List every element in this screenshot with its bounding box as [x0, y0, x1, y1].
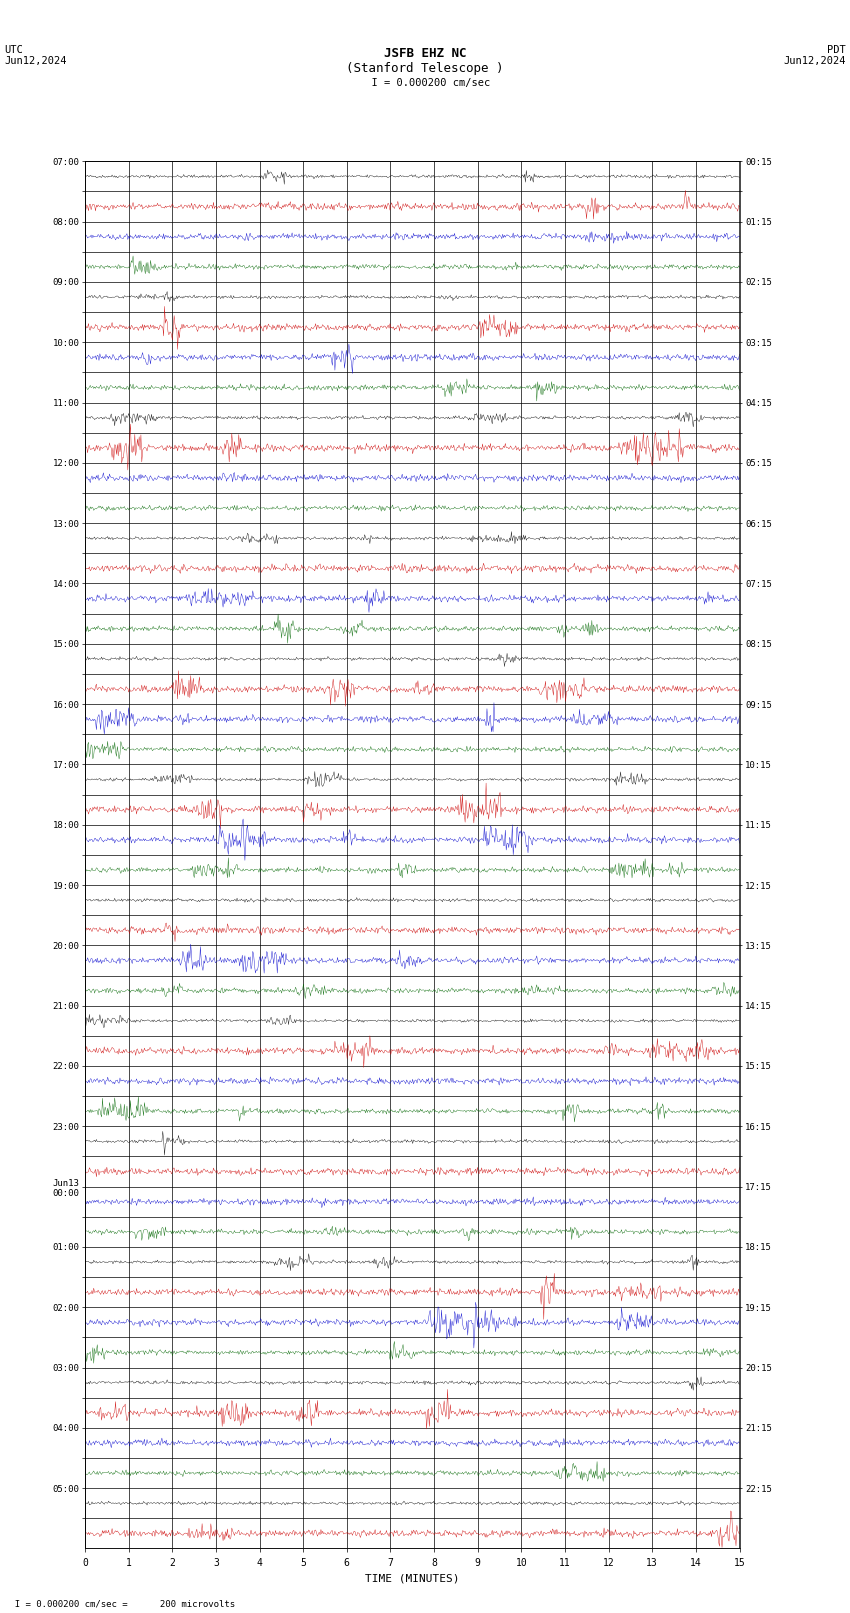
Text: JSFB EHZ NC: JSFB EHZ NC: [383, 47, 467, 60]
Text: (Stanford Telescope ): (Stanford Telescope ): [346, 61, 504, 76]
Text: Jun12,2024: Jun12,2024: [783, 56, 846, 66]
Text: Jun12,2024: Jun12,2024: [4, 56, 67, 66]
X-axis label: TIME (MINUTES): TIME (MINUTES): [365, 1573, 460, 1582]
Text: I = 0.000200 cm/sec =      200 microvolts: I = 0.000200 cm/sec = 200 microvolts: [4, 1598, 235, 1608]
Text: I = 0.000200 cm/sec: I = 0.000200 cm/sec: [360, 77, 490, 87]
Text: UTC: UTC: [4, 45, 23, 55]
Text: PDT: PDT: [827, 45, 846, 55]
